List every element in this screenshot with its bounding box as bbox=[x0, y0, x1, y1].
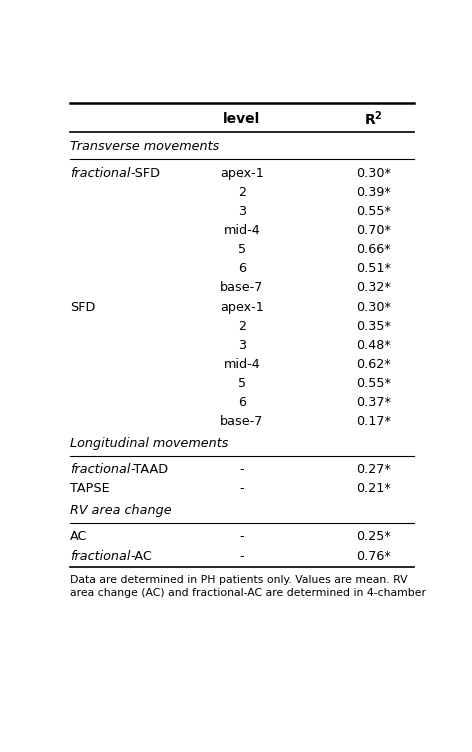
Text: 0.17*: 0.17* bbox=[356, 415, 391, 428]
Text: 0.32*: 0.32* bbox=[356, 281, 391, 295]
Text: 3: 3 bbox=[238, 205, 246, 218]
Text: 0.39*: 0.39* bbox=[356, 186, 391, 199]
Text: SFD: SFD bbox=[70, 301, 95, 314]
Text: 0.76*: 0.76* bbox=[356, 550, 391, 562]
Text: Data are determined in PH patients only. Values are mean. RV
area change (AC) an: Data are determined in PH patients only.… bbox=[70, 575, 426, 599]
Text: 0.37*: 0.37* bbox=[356, 396, 391, 409]
Text: fractional: fractional bbox=[70, 167, 130, 180]
Text: -SFD: -SFD bbox=[130, 167, 160, 180]
Text: base-7: base-7 bbox=[220, 415, 263, 428]
Text: 6: 6 bbox=[238, 262, 246, 275]
Text: RV area change: RV area change bbox=[70, 504, 172, 517]
Text: 2: 2 bbox=[238, 186, 246, 199]
Text: 0.30*: 0.30* bbox=[356, 301, 391, 314]
Text: 2: 2 bbox=[238, 320, 246, 332]
Text: fractional: fractional bbox=[70, 463, 130, 476]
Text: level: level bbox=[223, 112, 261, 126]
Text: -: - bbox=[240, 530, 244, 544]
Text: R$^{\mathbf{2}}$: R$^{\mathbf{2}}$ bbox=[364, 110, 383, 129]
Text: 0.62*: 0.62* bbox=[356, 358, 391, 371]
Text: 6: 6 bbox=[238, 396, 246, 409]
Text: 5: 5 bbox=[238, 243, 246, 256]
Text: 0.27*: 0.27* bbox=[356, 463, 391, 476]
Text: -: - bbox=[240, 463, 244, 476]
Text: 3: 3 bbox=[238, 339, 246, 352]
Text: base-7: base-7 bbox=[220, 281, 263, 295]
Text: mid-4: mid-4 bbox=[224, 358, 260, 371]
Text: 0.35*: 0.35* bbox=[356, 320, 391, 332]
Text: 0.55*: 0.55* bbox=[356, 377, 391, 390]
Text: TAPSE: TAPSE bbox=[70, 483, 110, 496]
Text: apex-1: apex-1 bbox=[220, 301, 264, 314]
Text: -TAAD: -TAAD bbox=[130, 463, 169, 476]
Text: 0.30*: 0.30* bbox=[356, 167, 391, 180]
Text: 0.21*: 0.21* bbox=[356, 483, 391, 496]
Text: 0.48*: 0.48* bbox=[356, 339, 391, 352]
Text: mid-4: mid-4 bbox=[224, 224, 260, 237]
Text: 0.55*: 0.55* bbox=[356, 205, 391, 218]
Text: apex-1: apex-1 bbox=[220, 167, 264, 180]
Text: -: - bbox=[240, 550, 244, 562]
Text: 5: 5 bbox=[238, 377, 246, 390]
Text: Longitudinal movements: Longitudinal movements bbox=[70, 437, 228, 450]
Text: 0.51*: 0.51* bbox=[356, 262, 391, 275]
Text: 0.25*: 0.25* bbox=[356, 530, 391, 544]
Text: fractional: fractional bbox=[70, 550, 130, 562]
Text: 0.66*: 0.66* bbox=[356, 243, 391, 256]
Text: Transverse movements: Transverse movements bbox=[70, 141, 219, 153]
Text: 0.70*: 0.70* bbox=[356, 224, 391, 237]
Text: -AC: -AC bbox=[130, 550, 152, 562]
Text: -: - bbox=[240, 483, 244, 496]
Text: AC: AC bbox=[70, 530, 87, 544]
